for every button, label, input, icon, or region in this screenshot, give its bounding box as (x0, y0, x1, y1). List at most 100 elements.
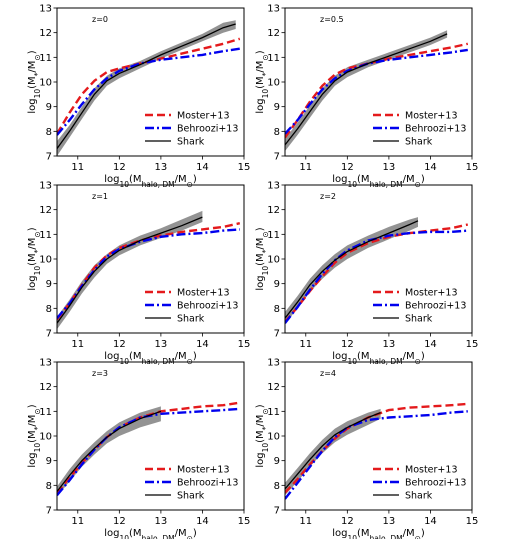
y-tick-label: 10 (267, 432, 280, 443)
series-line-shark (57, 410, 162, 492)
legend-entry: Moster+13 (405, 111, 457, 122)
legend-entry: Behroozi+13 (177, 478, 238, 489)
x-tick-label: 15 (238, 162, 251, 173)
shark-scatter-band (285, 30, 448, 152)
series-line-shark (57, 23, 236, 149)
y-tick-label: 12 (267, 28, 280, 39)
y-tick-label: 11 (267, 53, 280, 64)
y-tick-label: 10 (39, 432, 52, 443)
shark-scatter-band (57, 210, 203, 330)
series-line-behroozi13 (57, 47, 240, 136)
y-tick-label: 10 (267, 255, 280, 266)
legend-entry: Shark (405, 137, 433, 148)
legend-entry: Shark (177, 314, 205, 325)
x-tick-label: 14 (196, 516, 209, 527)
legend: Moster+13 Behroozi+13 Shark (373, 111, 466, 148)
plot-area (57, 401, 240, 497)
y-tick-label: 11 (267, 230, 280, 241)
y-tick-label: 13 (39, 4, 52, 15)
y-tick-label: 9 (46, 102, 52, 113)
y-tick-label: 7 (46, 329, 52, 340)
y-tick-label: 10 (267, 78, 280, 89)
x-tick-label: 12 (341, 339, 354, 350)
legend-entry: Behroozi+13 (405, 301, 466, 312)
plot-area (285, 402, 468, 500)
x-tick-label: 15 (238, 339, 251, 350)
y-tick-label: 11 (39, 230, 52, 241)
redshift-annotation: z=0 (92, 15, 108, 24)
x-tick-label: 11 (71, 339, 84, 350)
series-line-behroozi13 (285, 229, 468, 324)
y-axis-label: log10(M*/M⊙) (27, 50, 42, 113)
y-tick-label: 8 (46, 481, 52, 492)
plot-area (57, 20, 241, 156)
x-tick-label: 11 (71, 162, 84, 173)
x-tick-label: 12 (341, 516, 354, 527)
shark-scatter-band (57, 406, 161, 497)
redshift-annotation: z=4 (320, 369, 336, 378)
x-tick-label: 11 (71, 516, 84, 527)
x-axis-label: log10(Mhalo, DM/M⊙) (332, 528, 425, 539)
series-line-behroozi13 (285, 410, 468, 500)
y-tick-label: 13 (39, 181, 52, 192)
legend-entry: Behroozi+13 (405, 124, 466, 135)
y-tick-label: 7 (274, 329, 280, 340)
x-tick-label: 14 (424, 162, 437, 173)
x-tick-label: 14 (196, 162, 209, 173)
y-tick-label: 8 (274, 481, 280, 492)
y-axis-label: log10(M*/M⊙) (27, 404, 42, 467)
x-tick-label: 11 (299, 162, 312, 173)
series-line-moster13 (57, 37, 241, 135)
legend-entry: Moster+13 (177, 111, 229, 122)
x-tick-label: 14 (196, 339, 209, 350)
x-tick-label: 15 (238, 516, 251, 527)
legend-entry: Shark (405, 314, 433, 325)
legend-entry: Shark (177, 137, 205, 148)
x-tick-label: 13 (383, 516, 396, 527)
series-line-shark (57, 216, 203, 324)
x-axis-label: log10(Mhalo, DM/M⊙) (332, 351, 425, 366)
x-axis-label: log10(Mhalo, DM/M⊙) (104, 174, 197, 189)
y-axis-label: log10(M*/M⊙) (27, 227, 42, 290)
legend-entry: Behroozi+13 (405, 478, 466, 489)
legend-entry: Moster+13 (405, 288, 457, 299)
x-tick-label: 15 (466, 339, 479, 350)
redshift-annotation: z=3 (92, 369, 108, 378)
y-axis-label: log10(M*/M⊙) (255, 227, 270, 290)
y-tick-label: 12 (267, 205, 280, 216)
legend-entry: Moster+13 (177, 465, 229, 476)
x-tick-label: 13 (383, 162, 396, 173)
series-line-moster13 (285, 42, 469, 139)
y-tick-label: 9 (46, 279, 52, 290)
x-tick-label: 14 (424, 339, 437, 350)
y-tick-label: 7 (274, 506, 280, 517)
legend: Moster+13 Behroozi+13 Shark (145, 111, 238, 148)
y-tick-label: 12 (39, 28, 52, 39)
series-line-shark (285, 220, 419, 319)
x-tick-label: 13 (155, 339, 168, 350)
x-tick-label: 13 (155, 162, 168, 173)
y-tick-label: 11 (267, 407, 280, 418)
x-axis-label: log10(Mhalo, DM/M⊙) (104, 351, 197, 366)
plot-area (57, 210, 241, 330)
series-line-shark (285, 33, 448, 146)
y-tick-label: 13 (267, 181, 280, 192)
x-tick-label: 15 (466, 516, 479, 527)
legend: Moster+13 Behroozi+13 Shark (373, 288, 466, 325)
redshift-annotation: z=0.5 (320, 15, 344, 24)
x-tick-label: 12 (113, 162, 126, 173)
x-tick-label: 11 (299, 516, 312, 527)
x-tick-label: 11 (299, 339, 312, 350)
legend: Moster+13 Behroozi+13 Shark (373, 465, 466, 502)
y-tick-label: 9 (274, 102, 280, 113)
legend-entry: Behroozi+13 (177, 124, 238, 135)
y-tick-label: 8 (46, 304, 52, 315)
legend-entry: Moster+13 (405, 465, 457, 476)
x-axis-label: log10(Mhalo, DM/M⊙) (332, 174, 425, 189)
